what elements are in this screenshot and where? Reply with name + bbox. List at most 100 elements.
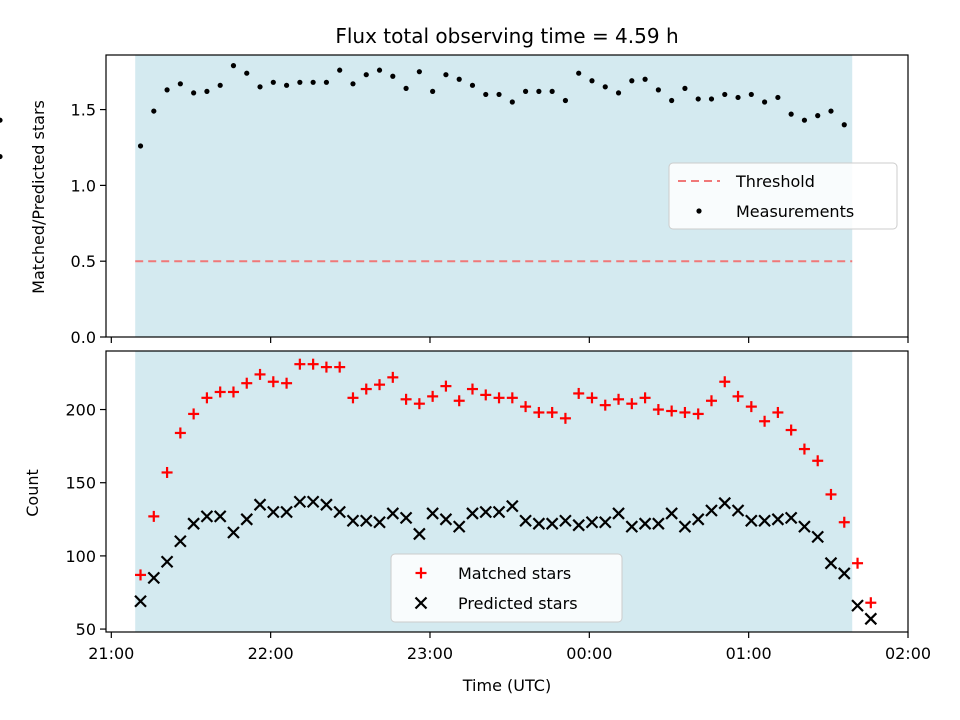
- x-axis-label: Time (UTC): [462, 676, 551, 695]
- measurement-point: [443, 72, 449, 78]
- matched-star-point: [254, 368, 266, 380]
- matched-star-point: [626, 398, 638, 410]
- predicted-star-point-b: [426, 507, 439, 520]
- measurement-point: [204, 88, 210, 94]
- predicted-star-point: [373, 515, 386, 529]
- predicted-star-point: [837, 567, 851, 580]
- matched-star-point: [374, 379, 386, 391]
- matched-star-point: [705, 395, 717, 407]
- measurement-point: [669, 97, 675, 104]
- matched-star-point: [719, 376, 731, 388]
- x-tick-label: 00:00: [566, 644, 612, 663]
- predicted-star-point: [293, 495, 307, 509]
- bottom-y-tick-label: 150: [65, 474, 96, 493]
- matched-star-point: [679, 406, 691, 418]
- predicted-star-point: [824, 556, 838, 570]
- predicted-star-point: [320, 498, 333, 511]
- matched-star-point: [798, 443, 810, 455]
- predicted-star-point-b: [532, 517, 546, 530]
- matched-star-point: [825, 488, 837, 500]
- measurement-point: [841, 122, 847, 128]
- predicted-star-point-b: [147, 571, 161, 585]
- matched-star-point: [360, 383, 372, 395]
- matched-star-point: [400, 393, 412, 405]
- matched-star-point: [135, 569, 147, 581]
- predicted-star-point-b: [506, 499, 519, 513]
- predicted-star-point: [625, 520, 639, 533]
- measurement-point: [682, 85, 688, 91]
- measurement-point: [483, 91, 489, 98]
- matched-star-point: [639, 392, 651, 404]
- matched-star-point: [865, 597, 877, 609]
- measurement-point: [137, 143, 144, 149]
- matched-star-point: [267, 376, 279, 388]
- matched-star-point: [480, 389, 492, 401]
- matched-star-point: [559, 412, 571, 424]
- top-y-axis-label: Matched/Predicted stars: [29, 100, 48, 294]
- measurement-point: [350, 81, 356, 87]
- measurement-point: [456, 76, 462, 82]
- measurement-point: [629, 78, 635, 84]
- predicted-star-point-b: [585, 515, 599, 529]
- top-axes-frame: [105, 54, 909, 338]
- measurement-point: [602, 84, 608, 90]
- legend-matched-label: Matched stars: [458, 564, 571, 583]
- matched-star-point: [573, 387, 585, 399]
- legend-measurement-label: Measurements: [736, 202, 854, 221]
- predicted-star-point-b: [320, 498, 333, 511]
- predicted-star-point-b: [798, 520, 811, 533]
- top-legend: Threshold Measurements: [668, 162, 898, 230]
- matched-star-point: [427, 390, 439, 402]
- predicted-star-point: [479, 505, 493, 519]
- predicted-star-point: [439, 513, 453, 526]
- chart-title: Flux total observing time = 4.59 h: [335, 24, 678, 48]
- predicted-star-point-b: [160, 555, 174, 569]
- matched-star-point: [281, 377, 293, 389]
- predicted-star-point-b: [187, 517, 200, 530]
- predicted-star-point-b: [652, 517, 665, 530]
- top-y-tick-label: 0.0: [71, 328, 96, 347]
- predicted-star-point-b: [837, 567, 851, 580]
- predicted-star-point-b: [665, 507, 678, 520]
- predicted-star-point: [811, 530, 824, 544]
- bottom-legend: Matched stars Predicted stars: [390, 553, 623, 623]
- predicted-star-point-b: [771, 513, 785, 526]
- measurement-point: [562, 97, 569, 104]
- predicted-star-point: [532, 517, 546, 530]
- legend-predicted-swatch: [414, 596, 428, 610]
- predicted-star-point-b: [691, 513, 705, 526]
- predicted-star-point: [851, 599, 864, 612]
- measurement-point: [191, 90, 197, 96]
- measurement-point: [642, 76, 648, 82]
- measurement-point: [363, 72, 369, 78]
- predicted-star-point: [187, 517, 200, 530]
- x-tick-label: 01:00: [726, 644, 772, 663]
- matched-star-point: [453, 395, 465, 407]
- bottom-y-tick-label: 100: [65, 547, 96, 566]
- predicted-star-point: [240, 513, 254, 526]
- matched-star-point: [613, 393, 625, 405]
- measurement-point: [310, 79, 316, 85]
- matched-star-point: [440, 380, 452, 392]
- measurement-point: [748, 91, 754, 98]
- predicted-star-point: [134, 594, 147, 608]
- measurement-point: [735, 94, 741, 101]
- predicted-star-point: [386, 507, 400, 520]
- matched-star-point: [294, 358, 306, 370]
- matched-star-point: [334, 361, 346, 373]
- matched-star-point: [838, 516, 850, 528]
- matched-star-point: [413, 398, 425, 410]
- matched-star-point: [599, 399, 611, 411]
- predicted-star-point-b: [559, 514, 572, 528]
- predicted-star-point: [359, 514, 373, 528]
- measurement-point: [775, 94, 781, 101]
- legend-measurement-swatch: [696, 208, 702, 214]
- predicted-star-point: [426, 507, 439, 520]
- predicted-star-point-b: [134, 594, 147, 608]
- matched-star-point: [852, 557, 864, 569]
- predicted-star-point-b: [253, 498, 267, 511]
- predicted-star-point-b: [864, 612, 878, 626]
- matched-star-point: [188, 408, 200, 420]
- predicted-star-point: [399, 511, 413, 525]
